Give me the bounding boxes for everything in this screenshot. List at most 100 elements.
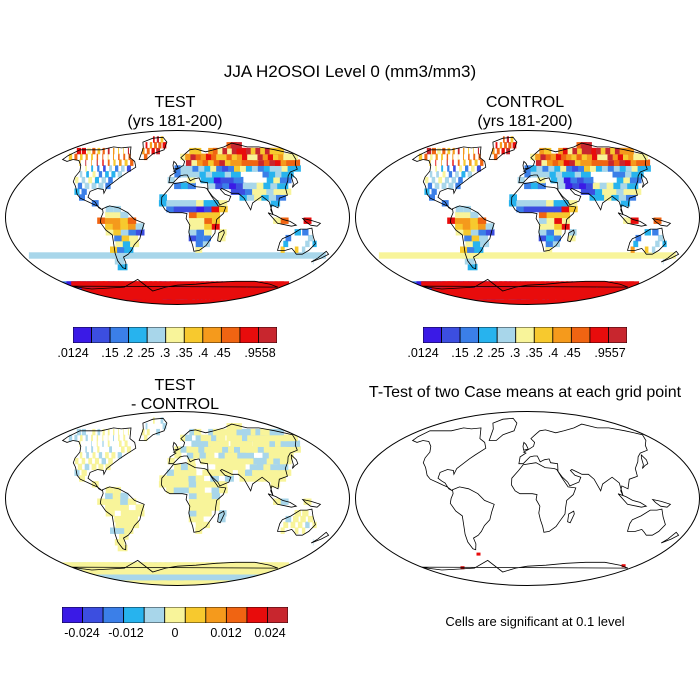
- grid-cell: [594, 298, 602, 305]
- grid-cell: [273, 188, 284, 195]
- grid-cell: [260, 457, 271, 465]
- grid-cell: [197, 159, 205, 166]
- grid-cell: [245, 188, 255, 195]
- grid-cell: [208, 159, 217, 166]
- panel-title-test: TEST (yrs 181-200): [75, 93, 275, 131]
- grid-cell: [204, 217, 213, 224]
- grid-cell: [279, 457, 292, 465]
- grid-cell: [441, 165, 444, 172]
- grid-cell: [468, 147, 469, 155]
- grid-cell: [231, 171, 241, 178]
- grid-cell: [216, 153, 226, 161]
- coastline-na: [411, 427, 487, 492]
- colorbar-box: [246, 607, 268, 623]
- grid-cell: [166, 481, 175, 488]
- grid-cell: [173, 481, 182, 488]
- grid-cell: [210, 475, 219, 482]
- grid-cell: [455, 171, 459, 178]
- panel-title-ttest: T-Test of two Case means at each grid po…: [368, 384, 682, 401]
- grid-cell: [101, 457, 106, 465]
- grid-cell: [644, 229, 651, 236]
- grid-cell: [180, 165, 188, 172]
- grid-cell: [181, 486, 190, 494]
- coastline-indonesia: [267, 212, 298, 227]
- grid-cell: [124, 440, 128, 447]
- colorbar-label: .4: [547, 346, 559, 360]
- grid-cell: [530, 171, 538, 178]
- grid-cell: [630, 246, 635, 253]
- grid-cell: [471, 234, 481, 242]
- grid-cell: [467, 246, 477, 253]
- grid-cell: [259, 469, 270, 476]
- grid-cell: [259, 188, 270, 195]
- grid-cell: [216, 434, 226, 442]
- grid-cell: [637, 165, 651, 172]
- grid-cell: [442, 292, 620, 300]
- grid-cell: [103, 165, 106, 172]
- coastline-newguinea: [651, 217, 672, 227]
- grid-cell: [231, 434, 243, 442]
- grid-cell: [561, 200, 570, 207]
- grid-cell: [115, 521, 125, 529]
- grid-cell: [105, 510, 115, 517]
- grid-cell: [216, 446, 226, 453]
- grid-cell: [119, 533, 129, 540]
- grid-cell: [211, 200, 220, 207]
- grid-cell: [454, 298, 468, 305]
- grid-cell: [204, 446, 213, 453]
- grid-cell: [185, 153, 192, 161]
- grid-cell: [431, 176, 436, 184]
- grid-cell: [188, 504, 197, 511]
- grid-cell: [204, 229, 212, 236]
- grid-cell: [129, 234, 138, 242]
- map-cells: [460, 552, 626, 570]
- grid-cell: [227, 457, 237, 465]
- grid-cell: [595, 165, 607, 172]
- grid-cell: [455, 229, 465, 236]
- grid-cell: [200, 153, 209, 161]
- grid-cell: [222, 463, 232, 471]
- grid-cell: [269, 147, 284, 155]
- grid-cell: [620, 200, 631, 207]
- grid-cell: [88, 457, 93, 465]
- grid-cell: [543, 171, 552, 178]
- grid-cell: [126, 165, 131, 172]
- colorbar-label: .15: [451, 346, 469, 360]
- grid-cell: [196, 234, 204, 242]
- grid-cell: [493, 153, 498, 161]
- grid-cell: [253, 457, 264, 465]
- grid-cell: [465, 165, 469, 172]
- coastline-indonesia: [267, 493, 298, 508]
- grid-cell: [470, 229, 480, 236]
- grid-cell: [186, 446, 194, 453]
- grid-cell: [86, 171, 89, 178]
- grid-cell: [123, 153, 126, 161]
- grid-cell: [119, 159, 122, 166]
- grid-cell: [446, 153, 449, 161]
- grid-cell: [563, 159, 573, 166]
- grid-cell: [85, 165, 87, 172]
- grid-cell: [173, 486, 182, 494]
- grid-cell: [181, 200, 190, 207]
- grid-cell: [219, 159, 229, 166]
- grid-cell: [211, 486, 220, 494]
- grid-cell: [118, 428, 119, 436]
- grid-cell: [128, 223, 137, 230]
- grid-cell: [281, 452, 294, 459]
- map-border: [5, 411, 350, 586]
- grid-cell: [447, 217, 456, 224]
- grid-cell: [186, 452, 195, 459]
- grid-cell: [211, 492, 221, 500]
- grid-cell: [81, 287, 280, 294]
- grid-cell: [653, 217, 662, 224]
- coastline-africa: [161, 462, 227, 533]
- grid-cell: [195, 246, 203, 253]
- grid-cell: [241, 298, 248, 305]
- grid-cell: [128, 510, 138, 517]
- coastline-uk: [522, 441, 529, 451]
- grid-cell: [213, 457, 223, 465]
- grid-cell: [441, 159, 442, 166]
- grid-cell: [523, 200, 532, 207]
- grid-cell: [108, 176, 113, 184]
- grid-cell: [595, 188, 605, 195]
